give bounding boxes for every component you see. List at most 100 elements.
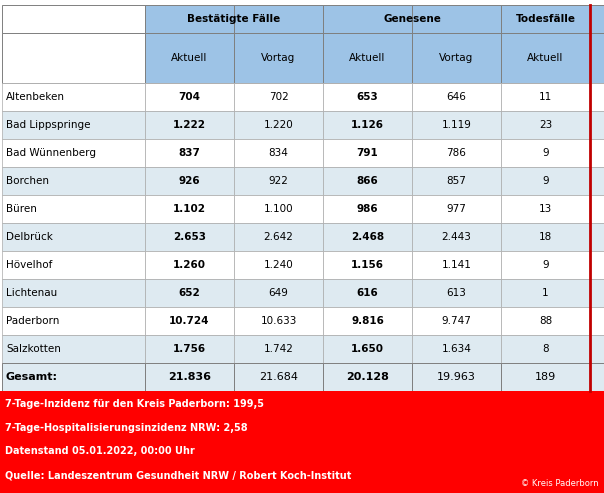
Bar: [323, 83, 412, 111]
Bar: [2, 167, 145, 195]
Text: 837: 837: [179, 148, 201, 158]
Bar: [501, 33, 590, 83]
Bar: [2, 195, 145, 223]
Text: Quelle: Landeszentrum Gesundheit NRW / Robert Koch-Institut: Quelle: Landeszentrum Gesundheit NRW / R…: [5, 470, 352, 480]
Bar: [501, 83, 590, 111]
Bar: [412, 363, 501, 391]
Text: 857: 857: [446, 176, 466, 186]
Text: Borchen: Borchen: [6, 176, 49, 186]
Text: 649: 649: [269, 288, 289, 298]
Text: 1.156: 1.156: [351, 260, 384, 270]
Text: 786: 786: [446, 148, 466, 158]
Text: 702: 702: [269, 92, 288, 102]
Text: 1.141: 1.141: [442, 260, 472, 270]
Bar: [145, 335, 234, 363]
Text: 791: 791: [356, 148, 378, 158]
Text: 7-Tage-Inzidenz für den Kreis Paderborn: 199,5: 7-Tage-Inzidenz für den Kreis Paderborn:…: [5, 399, 264, 409]
Text: 1.742: 1.742: [263, 344, 294, 354]
Bar: [234, 167, 323, 195]
Bar: [590, 139, 604, 167]
Bar: [590, 5, 604, 33]
Text: Vortag: Vortag: [262, 53, 295, 63]
Text: © Kreis Paderborn: © Kreis Paderborn: [521, 479, 599, 488]
Bar: [590, 307, 604, 335]
Bar: [0, 391, 604, 493]
Bar: [145, 251, 234, 279]
Text: 9.816: 9.816: [351, 316, 384, 326]
Text: Todesfälle: Todesfälle: [515, 14, 576, 24]
Text: 9: 9: [542, 148, 549, 158]
Text: 13: 13: [539, 204, 552, 214]
Text: 1.126: 1.126: [351, 120, 384, 130]
Bar: [590, 195, 604, 223]
Bar: [590, 167, 604, 195]
Text: 9: 9: [542, 176, 549, 186]
Bar: [590, 251, 604, 279]
Text: 1.102: 1.102: [173, 204, 206, 214]
Bar: [145, 139, 234, 167]
Text: 977: 977: [446, 204, 466, 214]
Bar: [412, 307, 501, 335]
Text: 866: 866: [356, 176, 378, 186]
Text: 18: 18: [539, 232, 552, 242]
Bar: [590, 335, 604, 363]
Bar: [2, 111, 145, 139]
Bar: [145, 5, 234, 33]
Text: 9: 9: [542, 260, 549, 270]
Text: Genesene: Genesene: [383, 14, 441, 24]
Bar: [501, 167, 590, 195]
Bar: [412, 83, 501, 111]
Text: 613: 613: [446, 288, 466, 298]
Text: Aktuell: Aktuell: [527, 53, 564, 63]
Bar: [501, 251, 590, 279]
Bar: [145, 167, 234, 195]
Bar: [323, 33, 412, 83]
Bar: [412, 139, 501, 167]
Text: 88: 88: [539, 316, 552, 326]
Text: Paderborn: Paderborn: [6, 316, 59, 326]
Text: 8: 8: [542, 344, 549, 354]
Text: 1.634: 1.634: [442, 344, 472, 354]
Text: 616: 616: [356, 288, 378, 298]
Text: Altenbeken: Altenbeken: [6, 92, 65, 102]
Text: 21.684: 21.684: [259, 372, 298, 382]
Bar: [2, 307, 145, 335]
Bar: [145, 279, 234, 307]
Text: 23: 23: [539, 120, 552, 130]
Text: 2.443: 2.443: [442, 232, 472, 242]
Bar: [501, 111, 590, 139]
Bar: [234, 139, 323, 167]
Bar: [145, 195, 234, 223]
Bar: [412, 33, 501, 83]
Text: 1.650: 1.650: [351, 344, 384, 354]
Bar: [412, 167, 501, 195]
Text: Vortag: Vortag: [439, 53, 474, 63]
Bar: [145, 223, 234, 251]
Text: Aktuell: Aktuell: [172, 53, 208, 63]
Bar: [412, 279, 501, 307]
Text: 7-Tage-Hospitalisierungsinzidenz NRW: 2,58: 7-Tage-Hospitalisierungsinzidenz NRW: 2,…: [5, 423, 248, 433]
Text: 20.128: 20.128: [346, 372, 389, 382]
Bar: [412, 195, 501, 223]
Bar: [2, 279, 145, 307]
Text: Bad Wünnenberg: Bad Wünnenberg: [6, 148, 96, 158]
Text: 19.963: 19.963: [437, 372, 476, 382]
Bar: [2, 83, 145, 111]
Bar: [323, 111, 412, 139]
Text: 1.220: 1.220: [263, 120, 294, 130]
Bar: [412, 335, 501, 363]
Text: 926: 926: [179, 176, 201, 186]
Bar: [323, 167, 412, 195]
Bar: [145, 111, 234, 139]
Bar: [412, 223, 501, 251]
Bar: [323, 335, 412, 363]
Bar: [501, 139, 590, 167]
Bar: [590, 33, 604, 83]
Bar: [590, 279, 604, 307]
Bar: [234, 33, 323, 83]
Text: 1: 1: [542, 288, 549, 298]
Bar: [145, 363, 234, 391]
Bar: [412, 5, 501, 33]
Text: Gesamt:: Gesamt:: [6, 372, 58, 382]
Text: 21.836: 21.836: [168, 372, 211, 382]
